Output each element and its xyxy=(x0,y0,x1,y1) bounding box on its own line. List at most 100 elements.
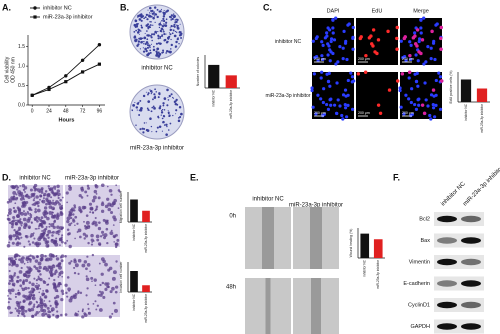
colony-dot xyxy=(179,23,181,25)
cell xyxy=(43,206,48,210)
colony-dot xyxy=(165,52,167,54)
cell xyxy=(86,184,90,188)
colony-dot xyxy=(159,105,162,108)
cell xyxy=(98,308,103,312)
cell xyxy=(80,188,85,192)
x-tick-label: inhibitor NC xyxy=(212,89,216,106)
x-tick-label: miR-23a-3p inhibitor xyxy=(480,103,484,133)
cell xyxy=(15,193,18,196)
cell xyxy=(51,187,54,190)
cell xyxy=(114,285,119,289)
cell xyxy=(74,263,79,268)
cell xyxy=(73,271,77,275)
cell xyxy=(51,213,54,216)
colony-dot xyxy=(150,92,153,95)
cell xyxy=(88,202,93,206)
y-tick-label: 0.5 xyxy=(18,83,25,89)
cell xyxy=(58,237,63,242)
cell xyxy=(19,279,22,282)
colony-dot xyxy=(172,114,174,117)
cell xyxy=(85,275,88,278)
cell xyxy=(16,206,20,210)
point xyxy=(80,58,85,62)
edu-column-label: DAPI xyxy=(327,8,340,14)
blot-strip xyxy=(434,212,484,226)
nucleus xyxy=(341,57,345,61)
colony-dot xyxy=(161,117,164,120)
colony-dot xyxy=(149,46,151,49)
nucleus xyxy=(423,81,427,85)
colony-dot xyxy=(177,119,181,123)
cell xyxy=(92,220,97,225)
cell xyxy=(64,283,68,287)
cell xyxy=(29,260,32,263)
cell xyxy=(89,270,92,273)
cell xyxy=(113,308,118,313)
colony-dot xyxy=(150,110,153,113)
cell xyxy=(19,197,24,201)
colony-dot xyxy=(175,40,178,44)
x-tick-label: inhibitor NC xyxy=(132,293,136,310)
nucleus xyxy=(313,55,317,60)
cell xyxy=(29,188,33,192)
cell xyxy=(52,199,54,202)
edu-cell xyxy=(407,70,412,74)
cell xyxy=(36,255,39,258)
nucleus xyxy=(335,111,339,116)
cell xyxy=(30,216,33,219)
cell xyxy=(27,216,31,221)
colony-dot xyxy=(162,19,166,23)
x-axis-label: Hours xyxy=(59,117,75,123)
cell xyxy=(21,183,26,188)
cell xyxy=(100,183,105,188)
bar xyxy=(373,239,383,258)
colony-dot xyxy=(176,27,180,30)
cell xyxy=(17,314,20,317)
cell xyxy=(37,204,40,208)
cell xyxy=(41,232,45,237)
cell xyxy=(55,314,59,319)
colony-dot xyxy=(145,13,149,17)
cell xyxy=(42,290,45,292)
cell xyxy=(55,216,60,220)
colony-dot xyxy=(161,19,163,22)
cell xyxy=(16,303,21,307)
cell xyxy=(73,204,76,207)
colony-dot xyxy=(145,49,148,53)
cell xyxy=(29,270,32,273)
colony-dot xyxy=(136,109,138,111)
blot-strip xyxy=(434,276,484,291)
nucleus xyxy=(336,60,340,64)
cell xyxy=(81,263,86,268)
cell xyxy=(69,186,72,189)
colony-dot xyxy=(170,93,173,96)
cell xyxy=(87,307,90,310)
cell xyxy=(33,303,36,306)
cell xyxy=(8,241,11,244)
cell xyxy=(113,217,117,222)
colony-dot xyxy=(162,120,165,124)
colony-dot xyxy=(171,32,174,35)
cell xyxy=(26,266,29,268)
cell xyxy=(99,235,103,238)
cell xyxy=(90,243,94,246)
nucleus xyxy=(422,62,426,66)
transwell-column-label: miR-23a-3p inhibitor xyxy=(65,176,119,182)
nucleus xyxy=(331,26,335,30)
cell xyxy=(8,208,12,212)
cell xyxy=(61,196,64,199)
cell xyxy=(111,276,116,281)
colony-dot xyxy=(150,43,153,45)
colony-dot xyxy=(159,37,162,39)
cell xyxy=(28,293,33,298)
cell xyxy=(16,309,20,313)
point xyxy=(97,62,101,66)
scale-bar-label: 200 μm xyxy=(314,57,326,61)
colony-dot xyxy=(167,129,170,131)
cell xyxy=(14,293,17,296)
cell xyxy=(60,240,64,244)
edu-cell xyxy=(364,53,368,58)
cell xyxy=(27,308,31,312)
cell xyxy=(99,293,103,297)
